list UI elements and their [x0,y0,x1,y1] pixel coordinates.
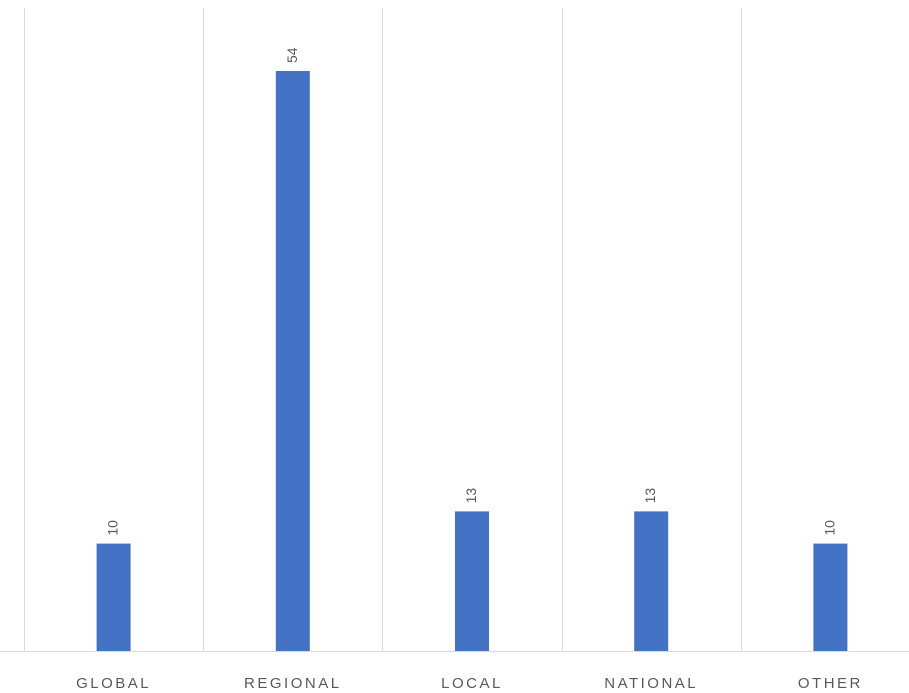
data-label-global: 10 [105,520,121,536]
data-label-local: 13 [463,488,479,504]
tick-label-regional: REGIONAL [244,675,342,692]
bar-national [634,511,669,651]
tick-label-global: GLOBAL [76,675,151,692]
tick-label-other: OTHER [798,675,863,692]
data-label-other: 10 [821,520,837,536]
tick-label-local: LOCAL [441,675,503,692]
data-label-national: 13 [642,488,658,504]
tick-label-national: NATIONAL [604,675,698,692]
bar-other [813,543,848,651]
data-label-regional: 54 [284,47,300,63]
grid-lines [0,8,909,652]
bars [96,71,848,651]
category-tick-labels: GLOBAL REGIONAL LOCAL NATIONAL OTHER [76,675,863,692]
data-labels: 10 54 13 13 10 [105,47,838,535]
bar-local [455,511,489,651]
bar-regional [275,71,310,651]
bar-global [96,543,131,651]
